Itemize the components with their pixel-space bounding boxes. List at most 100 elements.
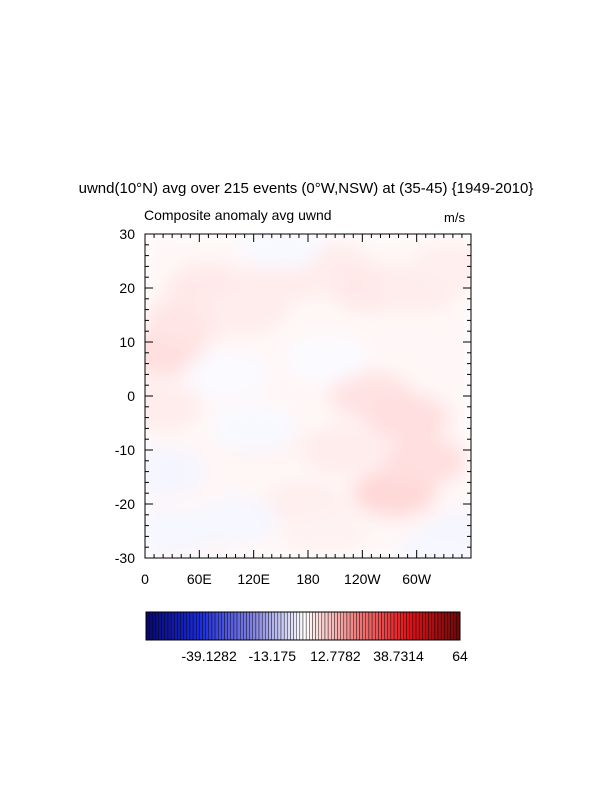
- field-patch: [184, 350, 269, 399]
- x-tick-label: 60W: [402, 571, 432, 587]
- field-patch: [284, 334, 369, 383]
- colorbar-box: [183, 611, 188, 641]
- colorbar-box: [375, 611, 379, 641]
- colorbar-frame: [145, 611, 461, 641]
- colorbar-box: [331, 611, 335, 641]
- colorbar-box: [390, 611, 395, 641]
- colorbar-box: [268, 611, 272, 641]
- colorbar-box: [218, 611, 222, 641]
- units-label: m/s: [444, 210, 465, 225]
- colorbar-box: [252, 611, 257, 641]
- y-tick-label: -30: [115, 550, 135, 566]
- colorbar-label: 64: [452, 648, 468, 664]
- colorbar-box: [158, 611, 162, 641]
- x-tick-label: 60E: [187, 571, 212, 587]
- y-tick-label: 0: [127, 388, 135, 404]
- y-tick-label: 10: [119, 334, 135, 350]
- colorbar-box: [397, 611, 401, 641]
- field-patch: [202, 285, 287, 334]
- colorbar-label: -13.175: [249, 648, 297, 664]
- colorbar-label: 38.7314: [373, 648, 424, 664]
- colorbar-box: [440, 611, 445, 641]
- colorbar-box: [381, 611, 385, 641]
- x-tick-label: 120E: [237, 571, 270, 587]
- colorbar-box: [318, 611, 323, 641]
- colorbar-box: [199, 611, 203, 641]
- colorbar-box: [327, 611, 332, 641]
- colorbar-box: [249, 611, 253, 641]
- colorbar-box: [453, 611, 458, 641]
- field-patch: [383, 436, 468, 485]
- colorbar-box: [167, 611, 172, 641]
- colorbar-box: [403, 611, 407, 641]
- colorbar-box: [371, 611, 376, 641]
- field-patch: [284, 507, 369, 555]
- colorbar-box: [384, 611, 388, 641]
- colorbar-box: [365, 611, 370, 641]
- colorbar-box: [186, 611, 191, 641]
- colorbar-box: [349, 611, 354, 641]
- field-patch: [145, 382, 201, 431]
- colorbar-box: [422, 611, 426, 641]
- colorbar-box: [356, 611, 360, 641]
- anomaly-field: [145, 234, 471, 558]
- y-tick-label: -20: [115, 496, 135, 512]
- x-axis: 0 60E 120E 180 120W 60W: [141, 234, 472, 587]
- colorbar-box: [246, 611, 250, 641]
- colorbar-box: [334, 611, 338, 641]
- colorbar-box: [447, 611, 451, 641]
- colorbar-box: [444, 611, 448, 641]
- colorbar-box: [315, 611, 319, 641]
- colorbar-box: [418, 611, 423, 641]
- colorbar-box: [343, 611, 348, 641]
- colorbar-box: [368, 611, 373, 641]
- colorbar-box: [148, 611, 153, 641]
- field-patch: [365, 393, 450, 442]
- colorbar-box: [214, 611, 219, 641]
- colorbar-box: [233, 611, 238, 641]
- colorbar-box: [205, 611, 210, 641]
- colorbar-box: [164, 611, 169, 641]
- colorbar-box: [412, 611, 417, 641]
- colorbar: -39.1282 -13.175 12.7782 38.7314 64: [145, 611, 468, 664]
- colorbar-box: [261, 611, 266, 641]
- colorbar-box: [265, 611, 269, 641]
- colorbar-box: [324, 611, 329, 641]
- colorbar-box: [174, 611, 178, 641]
- colorbar-box: [340, 611, 345, 641]
- colorbar-box: [170, 611, 175, 641]
- colorbar-box: [152, 611, 156, 641]
- colorbar-box: [224, 611, 228, 641]
- colorbar-box: [299, 611, 304, 641]
- colorbar-box: [155, 611, 159, 641]
- colorbar-box: [177, 611, 181, 641]
- colorbar-box: [180, 611, 184, 641]
- colorbar-box: [202, 611, 206, 641]
- colorbar-box: [255, 611, 260, 641]
- colorbar-box: [277, 611, 282, 641]
- colorbar-box: [239, 611, 244, 641]
- y-tick-label: 30: [119, 226, 135, 242]
- colorbar-box: [415, 611, 420, 641]
- x-tick-label: 0: [141, 571, 149, 587]
- colorbar-box: [196, 611, 200, 641]
- x-tick-label: 180: [296, 571, 320, 587]
- colorbar-box: [346, 611, 351, 641]
- colorbar-box: [271, 611, 275, 641]
- colorbar-box: [425, 611, 429, 641]
- colorbar-box: [434, 611, 439, 641]
- colorbar-box: [211, 611, 216, 641]
- colorbar-box: [406, 611, 410, 641]
- y-axis: 30 20 10 0 -10 -20 -30: [115, 226, 471, 566]
- colorbar-box: [393, 611, 398, 641]
- colorbar-box: [450, 611, 454, 641]
- colorbar-box: [362, 611, 367, 641]
- y-tick-label: 20: [119, 280, 135, 296]
- colorbar-box: [287, 611, 291, 641]
- colorbar-box: [283, 611, 288, 641]
- y-tick-label: -10: [115, 442, 135, 458]
- colorbar-box: [296, 611, 301, 641]
- colorbar-box: [312, 611, 316, 641]
- colorbar-box: [280, 611, 285, 641]
